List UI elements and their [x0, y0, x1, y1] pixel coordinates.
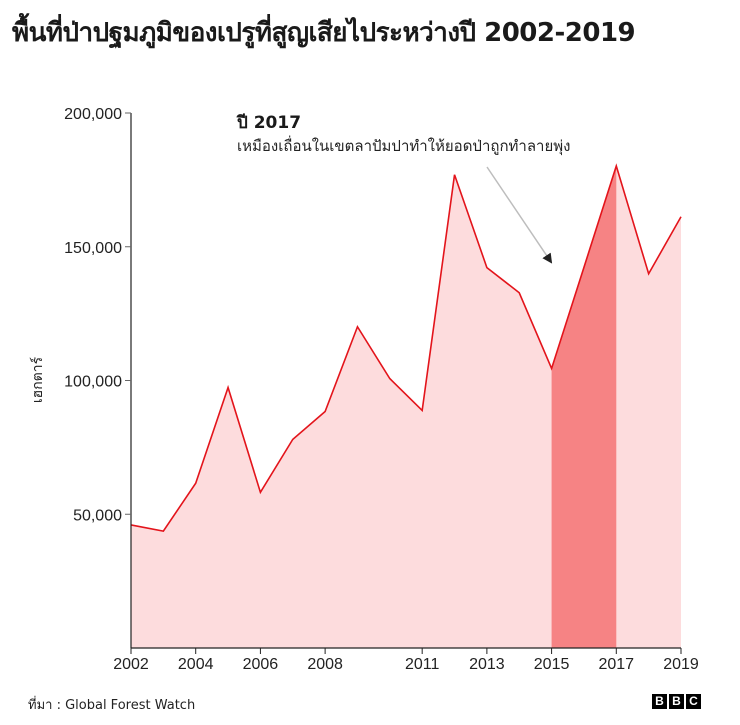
- bbc-logo-letter: C: [686, 694, 701, 709]
- area-fill-path: [131, 165, 681, 648]
- x-tick-label: 2015: [534, 656, 570, 673]
- bbc-logo-letter: B: [652, 694, 667, 709]
- y-tick-label: 200,000: [64, 106, 122, 123]
- source-credit: ที่มา : Global Forest Watch: [28, 698, 196, 713]
- highlight-area-2015-2017: [551, 165, 617, 648]
- highlight-fill-path: [551, 165, 617, 648]
- x-tick-label: 2011: [405, 656, 440, 673]
- axes: 50,000 100,000 150,000 200,000 2002 2004 2006 2…: [64, 106, 699, 673]
- data-line: [130, 163, 682, 532]
- annotation-text: เหมืองเถื่อนในเขตลาปัมปาทำให้ยอดป่าถูกทำ…: [237, 137, 571, 155]
- bbc-logo-letter: B: [669, 694, 684, 709]
- x-tick-label: 2017: [598, 656, 634, 673]
- chart-title: พื้นที่ป่าปฐมภูมิของเปรูที่สูญเสียไประหว…: [12, 18, 636, 48]
- area-fill: [131, 165, 681, 648]
- x-tick-label: 2008: [307, 656, 343, 673]
- y-axis-label: เฮกตาร์: [30, 356, 46, 404]
- x-tick-label: 2019: [663, 656, 699, 673]
- y-tick-label: 100,000: [64, 374, 122, 391]
- x-tick-label: 2004: [178, 656, 214, 673]
- x-tick-label: 2013: [469, 656, 505, 673]
- x-tick-label: 2002: [113, 656, 149, 673]
- annotation-title: ปี 2017: [237, 113, 302, 133]
- x-tick-label: 2006: [243, 656, 279, 673]
- y-tick-label: 50,000: [73, 507, 122, 524]
- bbc-logo: B B C: [652, 694, 701, 709]
- annotation-arrow: [486, 166, 553, 264]
- series-line: [130, 163, 682, 532]
- y-tick-label: 150,000: [64, 240, 122, 257]
